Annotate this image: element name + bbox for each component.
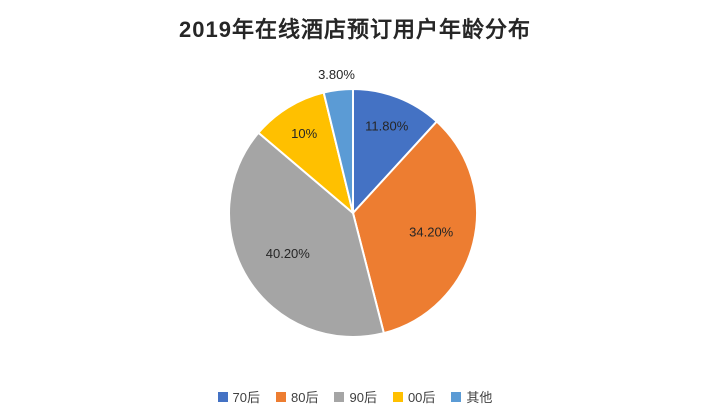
legend-swatch-0	[217, 391, 228, 402]
legend-label-0: 70后	[232, 390, 261, 405]
chart-legend: 70后 80后 90后 00后 其他	[0, 387, 710, 406]
pie-slice-3	[257, 91, 355, 216]
chart-title: 2019年在线酒店预订用户年龄分布	[179, 17, 531, 42]
pie-slice-1	[351, 120, 478, 335]
legend-label-1: 80后	[291, 390, 319, 405]
pie-slice-label-4: 3.80%	[318, 67, 355, 82]
legend-item-2: 90后	[334, 387, 377, 406]
legend-label-4: 其他	[466, 390, 493, 405]
pie-slice-label-1: 34.20%	[409, 225, 454, 240]
legend-swatch-1	[276, 391, 287, 402]
legend-item-0: 70后	[217, 387, 261, 406]
pie-slice-label-0: 11.80%	[365, 118, 409, 133]
legend-label-3: 00后	[407, 390, 436, 405]
legend-swatch-2	[334, 391, 345, 402]
pie-slice-2	[228, 131, 386, 338]
pie-slice-4	[322, 87, 354, 214]
legend-item-1: 80后	[276, 387, 318, 406]
pie-slice-label-3: 10%	[291, 126, 317, 141]
legend-swatch-4	[451, 391, 462, 402]
pie-slice-0	[352, 87, 439, 216]
legend-item-4: 其他	[451, 387, 492, 406]
pie-slice-label-2: 40.20%	[266, 246, 311, 261]
legend-item-3: 00后	[392, 387, 436, 406]
legend-swatch-3	[392, 391, 403, 402]
legend-label-2: 90后	[349, 390, 377, 405]
